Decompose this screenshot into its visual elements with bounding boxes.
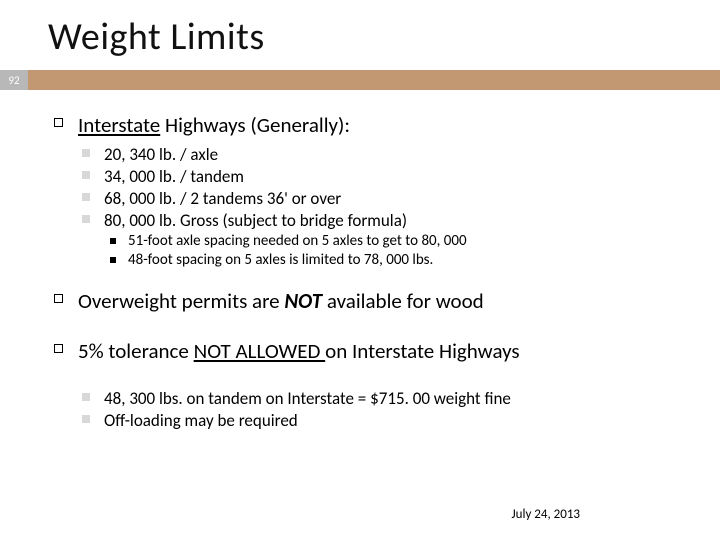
- slide: Weight Limits 92 Interstate Highways (Ge…: [0, 0, 720, 540]
- list-item: 48, 300 lbs. on tandem on Interstate = $…: [82, 388, 680, 409]
- square-bullet-icon: [54, 112, 78, 138]
- underline-text: Interstate: [78, 112, 160, 138]
- bullet-text: Overweight permits are NOT available for…: [78, 288, 484, 314]
- list-item: 48-foot spacing on 5 axles is limited to…: [110, 251, 680, 269]
- square-bullet-icon: [82, 144, 104, 165]
- bullet-text: 51-foot axle spacing needed on 5 axles t…: [128, 232, 467, 250]
- square-bullet-icon: [110, 232, 128, 250]
- list-item: 80, 000 lb. Gross (subject to bridge for…: [82, 210, 680, 231]
- square-bullet-icon: [82, 388, 104, 409]
- bullet-text: 20, 340 lb. / axle: [104, 144, 218, 165]
- square-bullet-icon: [82, 410, 104, 431]
- square-bullet-icon: [110, 251, 128, 269]
- list-item: Off-loading may be required: [82, 410, 680, 431]
- content-area: Interstate Highways (Generally): 20, 340…: [0, 90, 720, 431]
- slide-date: July 24, 2013: [512, 507, 581, 522]
- list-item: 34, 000 lb. / tandem: [82, 166, 680, 187]
- bullet-text: 5% tolerance NOT ALLOWED on Interstate H…: [78, 338, 520, 364]
- list-item: 20, 340 lb. / axle: [82, 144, 680, 165]
- bullet-text: 48-foot spacing on 5 axles is limited to…: [128, 251, 433, 269]
- bullet-text: Interstate Highways (Generally):: [78, 112, 350, 138]
- bullet-text: 68, 000 lb. / 2 tandems 36' or over: [104, 188, 341, 209]
- square-bullet-icon: [82, 188, 104, 209]
- list-item: 51-foot axle spacing needed on 5 axles t…: [110, 232, 680, 250]
- bullet-text: 34, 000 lb. / tandem: [104, 166, 244, 187]
- slide-number-badge: 92: [0, 70, 28, 90]
- bullet-text: Off-loading may be required: [104, 410, 298, 431]
- bullet-overweight-permits: Overweight permits are NOT available for…: [54, 288, 680, 314]
- bullet-text: 48, 300 lbs. on tandem on Interstate = $…: [104, 388, 511, 409]
- bullet-tolerance: 5% tolerance NOT ALLOWED on Interstate H…: [54, 338, 680, 364]
- square-bullet-icon: [54, 338, 78, 364]
- square-bullet-icon: [82, 210, 104, 231]
- underline-text: NOT ALLOWED: [194, 338, 326, 364]
- accent-bar-fill: [28, 70, 720, 90]
- bullet-interstate-heading: Interstate Highways (Generally):: [54, 112, 680, 138]
- square-bullet-icon: [54, 288, 78, 314]
- square-bullet-icon: [82, 166, 104, 187]
- list-item: 68, 000 lb. / 2 tandems 36' or over: [82, 188, 680, 209]
- emphasis-text: NOT: [284, 288, 322, 314]
- slide-title: Weight Limits: [0, 0, 720, 70]
- accent-bar: 92: [0, 70, 720, 90]
- bullet-text: 80, 000 lb. Gross (subject to bridge for…: [104, 210, 407, 231]
